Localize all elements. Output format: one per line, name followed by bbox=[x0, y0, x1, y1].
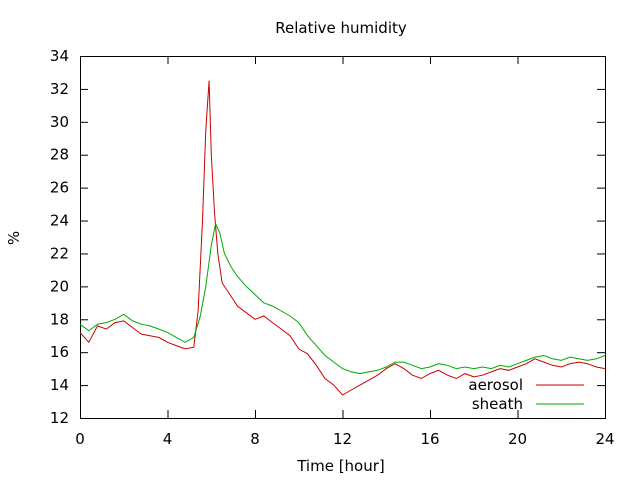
x-tick-label: 8 bbox=[250, 430, 260, 448]
y-tick-label: 12 bbox=[50, 409, 69, 427]
y-axis-label: % bbox=[5, 231, 23, 245]
y-tick-label: 28 bbox=[50, 146, 69, 164]
y-tick-label: 22 bbox=[50, 244, 69, 262]
y-tick-label: 30 bbox=[50, 113, 69, 131]
y-tick-label: 34 bbox=[50, 47, 69, 65]
y-tick-label: 16 bbox=[50, 343, 69, 361]
x-tick-label: 12 bbox=[333, 430, 352, 448]
plot-frame bbox=[80, 56, 606, 419]
chart-title: Relative humidity bbox=[275, 19, 407, 37]
y-tick-label: 24 bbox=[50, 212, 69, 230]
series-line-aerosol bbox=[79, 80, 606, 396]
x-tick-label: 20 bbox=[508, 430, 527, 448]
y-axis: 12 14 16 18 20 22 24 26 28 30 32 34 bbox=[50, 47, 605, 427]
series-lines bbox=[79, 80, 606, 396]
y-tick-label: 14 bbox=[50, 376, 69, 394]
y-tick-label: 20 bbox=[50, 277, 69, 295]
x-tick-label: 16 bbox=[420, 430, 439, 448]
y-tick-label: 32 bbox=[50, 80, 69, 98]
x-axis-label: Time [hour] bbox=[296, 457, 385, 475]
series-line-sheath bbox=[79, 222, 606, 375]
y-tick-label: 18 bbox=[50, 310, 69, 328]
x-tick-label: 4 bbox=[163, 430, 173, 448]
x-axis: 0 4 8 12 16 20 24 bbox=[75, 56, 615, 448]
y-tick-label: 26 bbox=[50, 179, 69, 197]
legend-label: sheath bbox=[472, 395, 523, 413]
x-tick-label: 24 bbox=[595, 430, 614, 448]
legend-label: aerosol bbox=[468, 376, 523, 394]
x-tick-label: 0 bbox=[75, 430, 85, 448]
